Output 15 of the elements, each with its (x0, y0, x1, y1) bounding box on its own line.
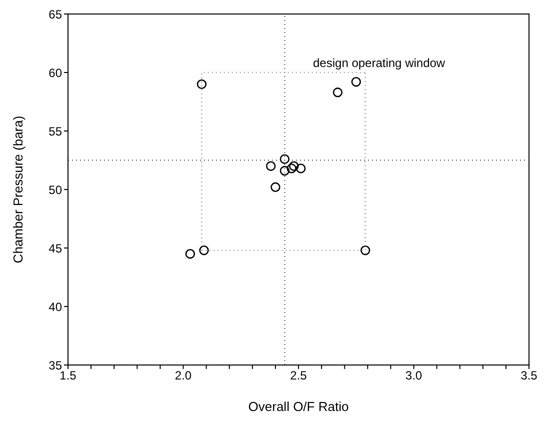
x-tick-label: 1.5 (60, 368, 77, 383)
y-tick-label: 65 (48, 7, 62, 22)
y-tick-label: 60 (48, 66, 62, 80)
y-tick-label: 35 (48, 358, 62, 372)
x-axis-title: Overall O/F Ratio (248, 399, 349, 414)
y-tick-label: 45 (48, 241, 62, 256)
x-tick-label: 3.0 (405, 368, 422, 383)
y-axis-title: Chamber Pressure (bara) (10, 116, 26, 264)
x-tick-label: 2.0 (174, 368, 192, 383)
x-tick-label: 3.5 (520, 368, 538, 383)
annotation: design operating window (313, 56, 446, 70)
y-tick-label: 40 (48, 300, 62, 314)
y-tick-label: 50 (48, 182, 62, 197)
y-tick-label: 55 (48, 124, 62, 138)
x-tick-label: 2.5 (290, 368, 308, 383)
